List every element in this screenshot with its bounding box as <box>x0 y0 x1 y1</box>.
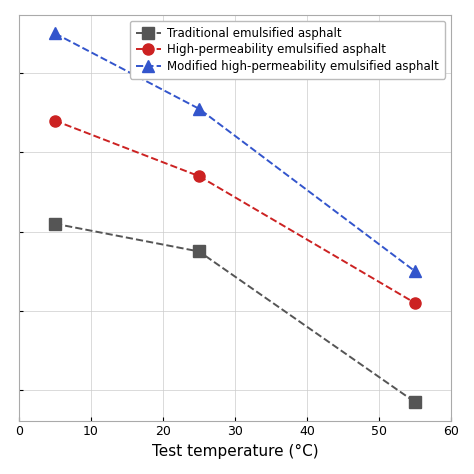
Traditional emulsified asphalt <box>52 221 58 227</box>
Line: Traditional emulsified asphalt: Traditional emulsified asphalt <box>49 218 420 408</box>
Modified high-permeability emulsified asphalt <box>52 31 58 36</box>
Legend: Traditional emulsified asphalt, High-permeability emulsified asphalt, Modified h: Traditional emulsified asphalt, High-per… <box>129 21 445 79</box>
High-permeability emulsified asphalt <box>196 173 202 179</box>
Line: High-permeability emulsified asphalt: High-permeability emulsified asphalt <box>49 115 420 309</box>
High-permeability emulsified asphalt <box>52 118 58 124</box>
High-permeability emulsified asphalt <box>412 300 418 306</box>
Line: Modified high-permeability emulsified asphalt: Modified high-permeability emulsified as… <box>49 28 420 277</box>
Modified high-permeability emulsified asphalt <box>412 268 418 274</box>
Modified high-permeability emulsified asphalt <box>196 106 202 111</box>
X-axis label: Test temperature (°C): Test temperature (°C) <box>152 444 319 459</box>
Traditional emulsified asphalt <box>412 399 418 405</box>
Traditional emulsified asphalt <box>196 249 202 255</box>
